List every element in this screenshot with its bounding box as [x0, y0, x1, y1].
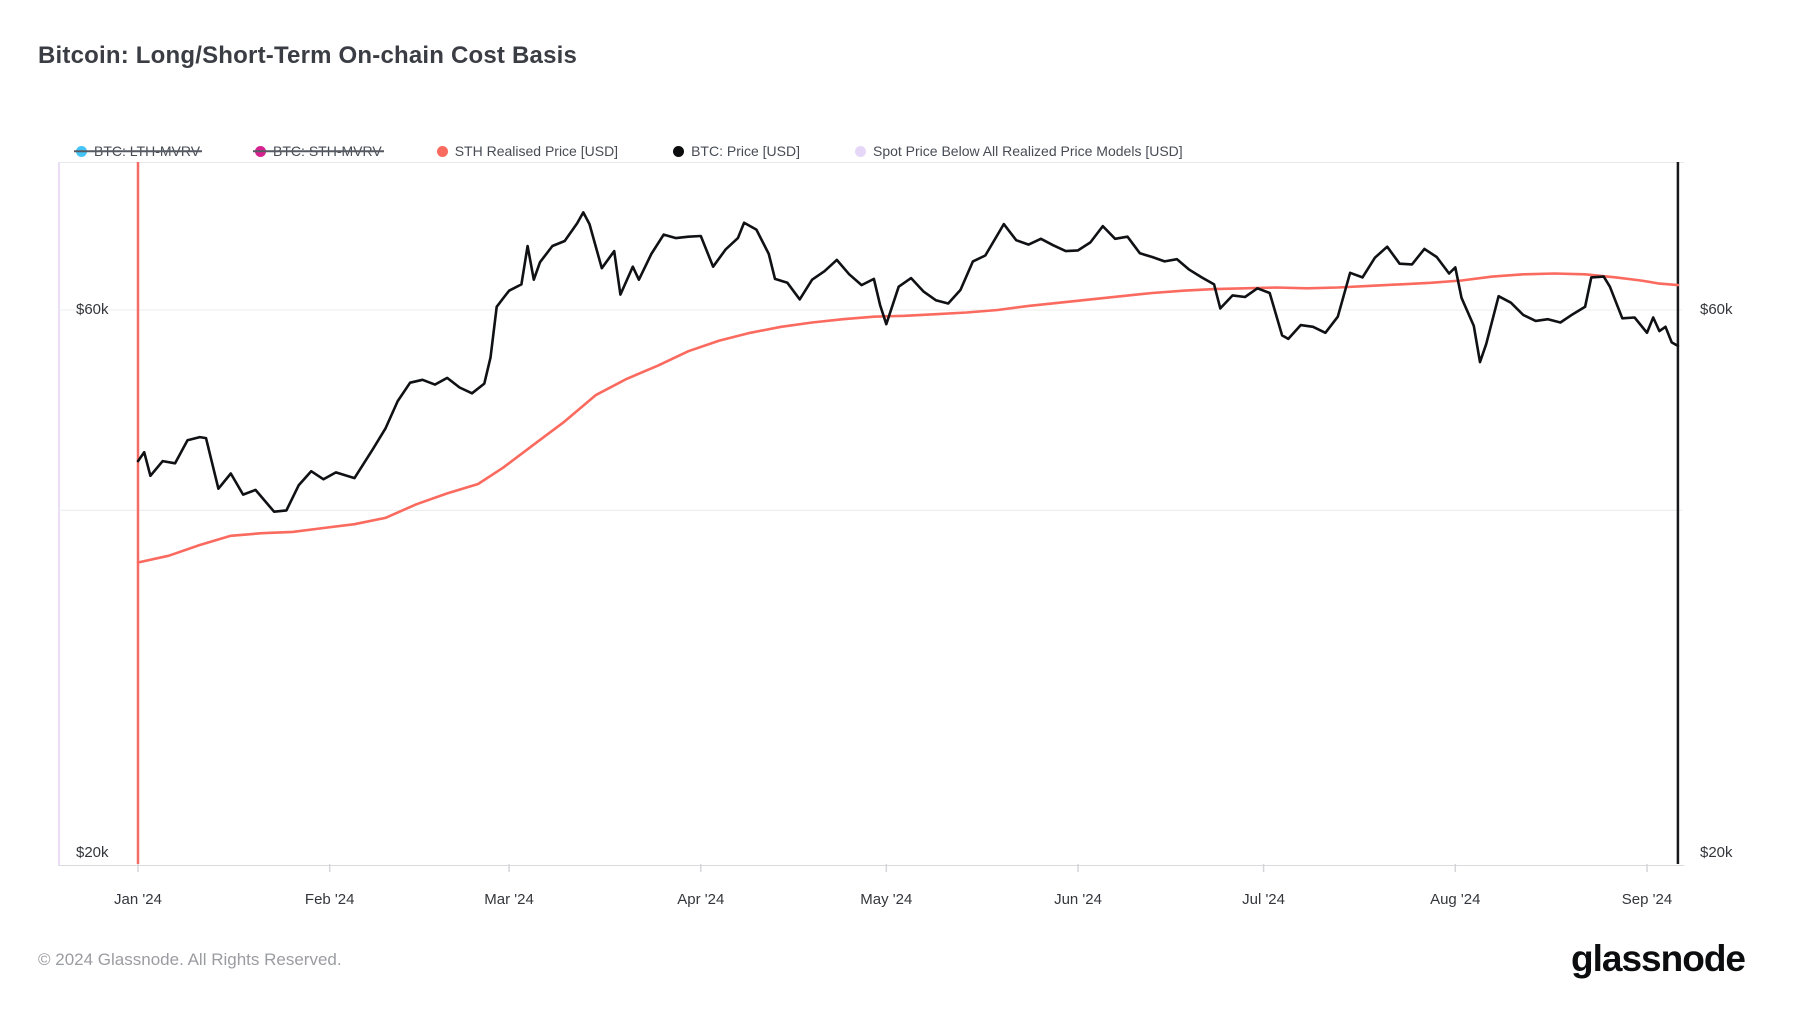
- y-axis-label-right-20k: $20k: [1700, 844, 1733, 861]
- chart-legend: BTC: LTH-MVRV BTC: STH-MVRV STH Realised…: [76, 141, 1183, 161]
- legend-item-btc-price[interactable]: BTC: Price [USD]: [673, 143, 800, 159]
- x-axis-label-feb: Feb '24: [304, 891, 355, 908]
- y-axis-label-left-60k: $60k: [76, 301, 109, 319]
- page-title: Bitcoin: Long/Short-Term On-chain Cost B…: [38, 42, 578, 69]
- legend-label: Spot Price Below All Realized Price Mode…: [872, 143, 1183, 159]
- y-axis-label-left-20k: $20k: [76, 844, 109, 861]
- lth-mvrv-dot-icon: [76, 145, 87, 157]
- legend-label: BTC: Price [USD]: [691, 143, 800, 159]
- btc-price-dot-icon: [673, 145, 685, 157]
- spot-below-models-dot-icon: [854, 145, 866, 157]
- x-axis-label-mar: Mar '24: [484, 891, 534, 908]
- legend-label: BTC: LTH-MVRV: [94, 143, 201, 159]
- y-axis-label-right-60k: $60k: [1700, 301, 1733, 319]
- legend-item-lth-mvrv[interactable]: BTC: LTH-MVRV: [76, 143, 200, 159]
- sth-mvrv-dot-icon: [255, 145, 267, 157]
- legend-label: STH Realised Price [USD]: [454, 143, 619, 159]
- x-axis-label-may: May '24: [860, 891, 913, 908]
- chart-plot-area[interactable]: [58, 162, 1684, 866]
- x-axis-label-jan: Jan '24: [114, 891, 162, 908]
- x-axis-label-sep: Sep '24: [1621, 891, 1673, 908]
- x-axis-label-jun: Jun '24: [1054, 891, 1102, 908]
- x-axis-label-aug: Aug '24: [1430, 891, 1481, 908]
- legend-label: BTC: STH-MVRV: [273, 143, 382, 159]
- glassnode-logo: glassnode: [1571, 938, 1746, 979]
- x-axis-label-jul: Jul '24: [1242, 891, 1285, 908]
- legend-item-spot-below-models[interactable]: Spot Price Below All Realized Price Mode…: [854, 143, 1183, 159]
- x-axis-label-apr: Apr '24: [677, 891, 725, 908]
- legend-item-sth-mvrv[interactable]: BTC: STH-MVRV: [255, 143, 382, 159]
- sth-realised-price-dot-icon: [436, 145, 448, 157]
- copyright-text: © 2024 Glassnode. All Rights Reserved.: [38, 950, 342, 969]
- legend-item-sth-realised-price[interactable]: STH Realised Price [USD]: [436, 143, 619, 159]
